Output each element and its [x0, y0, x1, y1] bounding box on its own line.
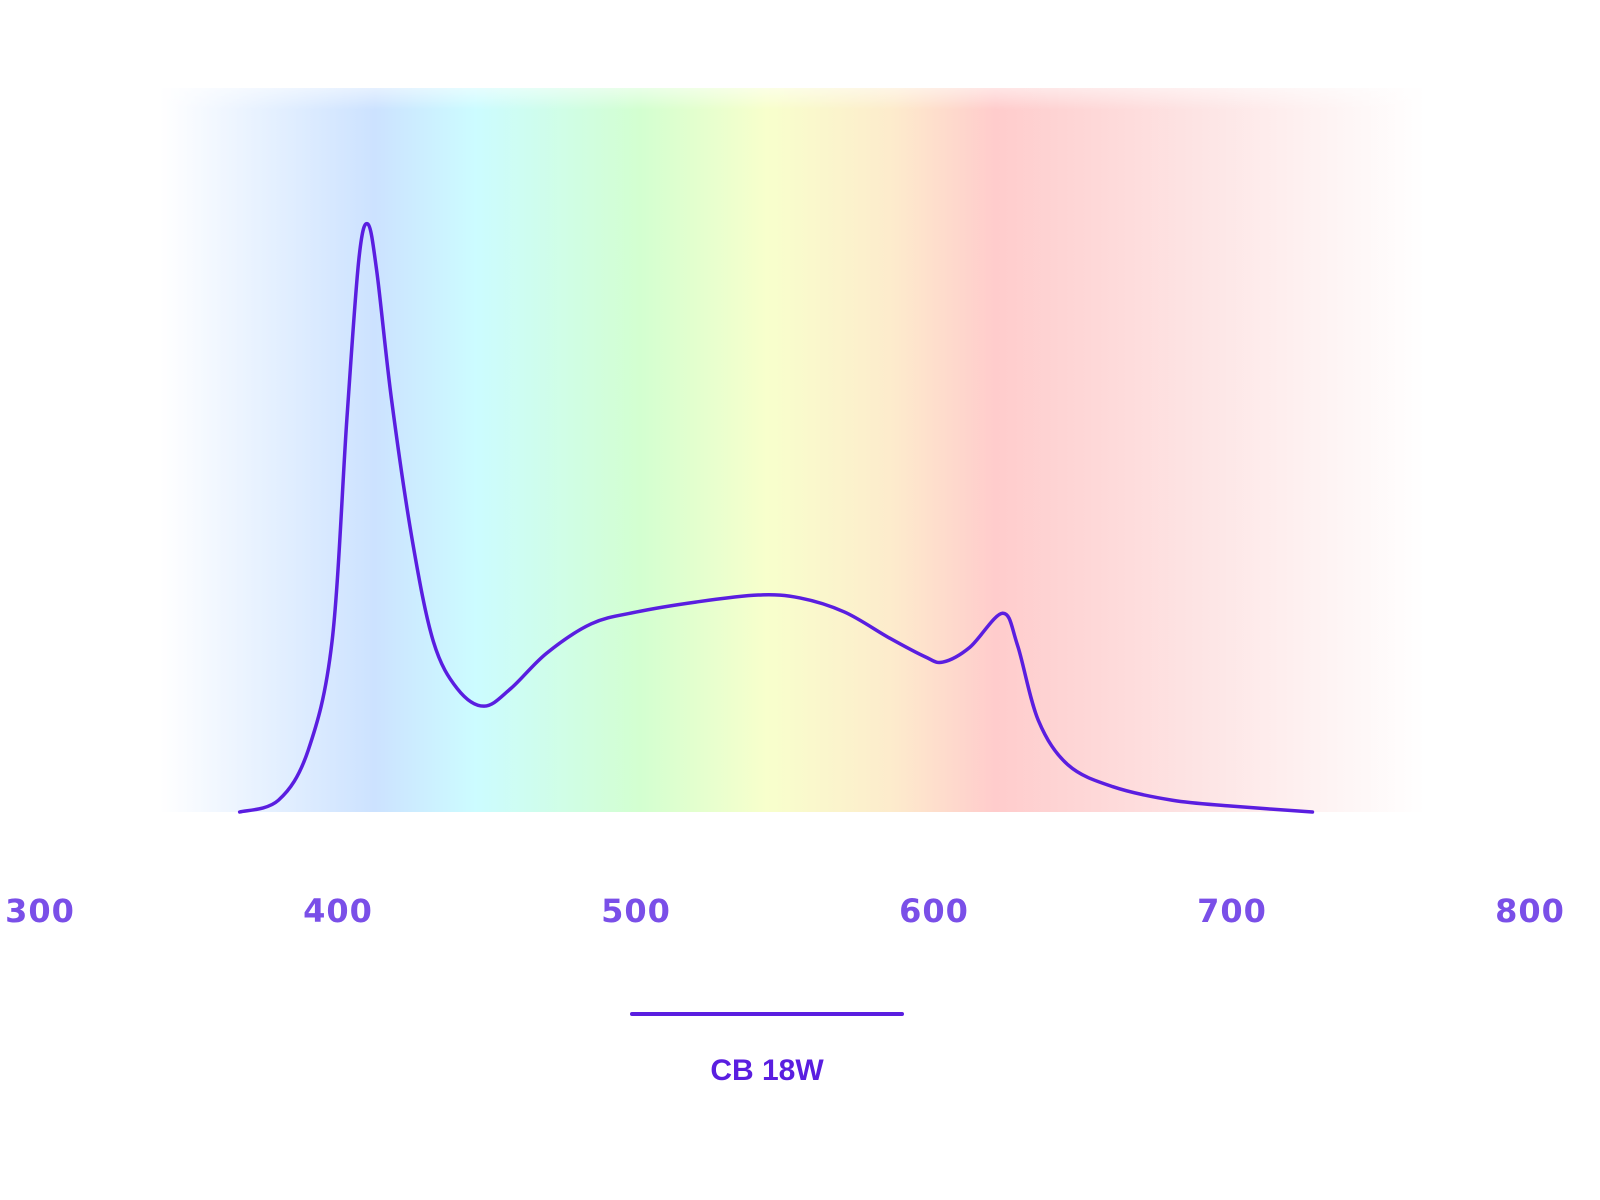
x-tick-label: 300	[5, 892, 75, 930]
x-tick-label: 600	[899, 892, 969, 930]
x-tick-label: 700	[1197, 892, 1267, 930]
series-line-0	[237, 221, 1315, 814]
legend: CB 18W	[630, 1012, 904, 1087]
spectrum-band-fade	[160, 88, 1425, 812]
x-tick-label: 500	[601, 892, 671, 930]
x-tick-label: 400	[303, 892, 373, 930]
legend-label: CB 18W	[710, 1054, 824, 1087]
x-tick-label: 800	[1495, 892, 1565, 930]
